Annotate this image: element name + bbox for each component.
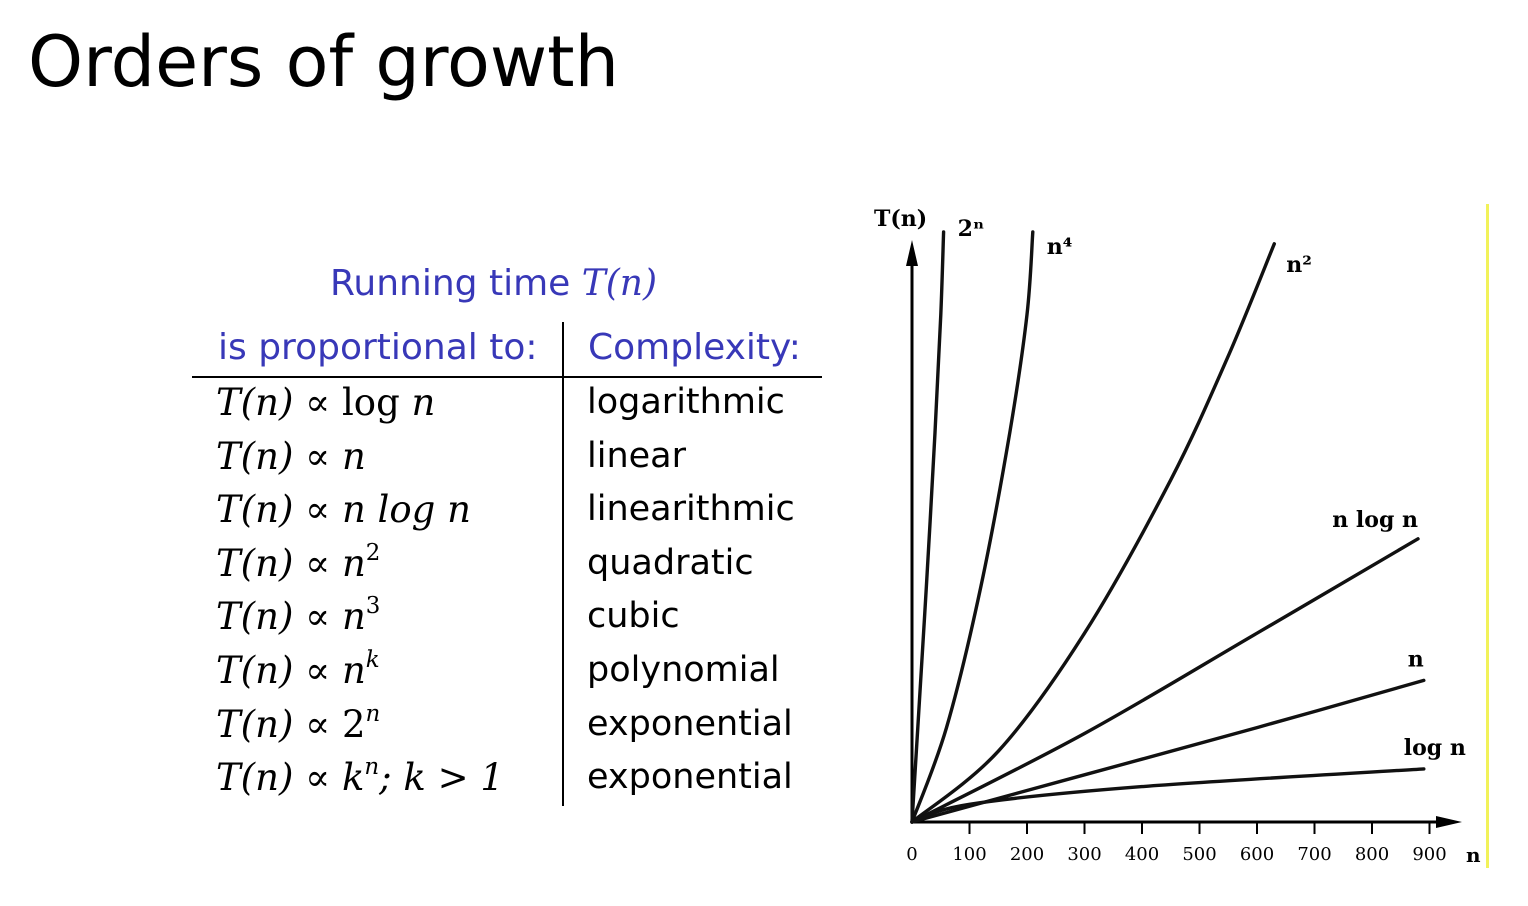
table-row-complexity: polynomial — [587, 649, 780, 690]
header-rule — [192, 376, 822, 378]
formula-lhs: T(n) ∝ — [216, 434, 342, 478]
x-tick-label: 800 — [1355, 844, 1389, 865]
table-row-formula: T(n) ∝ n2 — [216, 537, 504, 591]
formula-column: T(n) ∝ log n T(n) ∝ n T(n) ∝ n log n T(n… — [216, 376, 504, 805]
formula-rhs-var: n — [341, 434, 366, 478]
table-caption-text: Running time — [330, 263, 582, 304]
series-label: n — [1408, 646, 1424, 672]
formula-exponent: n — [365, 700, 381, 727]
col2-header: Complexity: — [588, 327, 801, 368]
x-tick-label: 900 — [1412, 844, 1446, 865]
formula-lhs: T(n) ∝ — [216, 756, 342, 800]
x-tick-label: 600 — [1240, 844, 1274, 865]
formula-exponent: k — [365, 646, 380, 673]
x-tick-label: 500 — [1182, 844, 1216, 865]
formula-rhs-var: n — [411, 381, 436, 424]
formula-rhs-var: n log n — [341, 488, 471, 532]
series-label: 2ⁿ — [958, 216, 985, 242]
table-caption: Running time T(n) — [330, 262, 657, 306]
x-tick-label: 0 — [906, 844, 917, 865]
curve-n-log-n — [910, 537, 1420, 824]
x-tick-label: 400 — [1125, 844, 1159, 865]
y-axis-label: T(n) — [874, 206, 927, 232]
formula-lhs: T(n) ∝ — [216, 648, 342, 692]
formula-exponent: 2 — [365, 539, 381, 566]
curve-n-squared — [910, 242, 1276, 824]
complexity-column: logarithmic linear linearithmic quadrati… — [587, 376, 795, 805]
formula-lhs: T(n) ∝ — [216, 488, 342, 532]
table-row-complexity: exponential — [587, 703, 793, 744]
table-row-complexity: logarithmic — [587, 382, 785, 422]
table-row-formula: T(n) ∝ n — [216, 430, 504, 484]
curve-2-pow-n — [910, 230, 946, 824]
table-caption-math: T(n) — [581, 263, 658, 304]
table-row-complexity: cubic — [587, 596, 680, 637]
table-row-complexity: linearithmic — [587, 489, 795, 530]
x-axis-label: n — [1466, 843, 1481, 867]
formula-rhs-pre: 2 — [341, 702, 366, 746]
x-tick-label: 300 — [1067, 844, 1101, 865]
table-row-complexity: linear — [587, 435, 687, 476]
curve-log-n — [910, 767, 1426, 824]
formula-rhs-var: n — [341, 648, 366, 692]
formula-rhs-pre: log — [341, 381, 412, 424]
x-axis-arrow — [1436, 816, 1462, 828]
formula-lhs: T(n) ∝ — [216, 381, 342, 424]
series-label: n² — [1286, 252, 1312, 278]
growth-chart-svg: T(n) n 0 100 200 300 400 500 600 700 800 900 2ⁿ n⁴ n² n… — [874, 206, 1481, 867]
slide-title: Orders of growth — [28, 21, 619, 103]
formula-lhs: T(n) ∝ — [216, 541, 342, 585]
table-row-formula: T(n) ∝ log n — [216, 376, 504, 430]
y-axis-arrow — [906, 240, 918, 266]
panel-edge — [1486, 204, 1489, 868]
formula-exponent: n — [364, 754, 380, 781]
table-row-formula: T(n) ∝ nk — [216, 644, 504, 698]
column-divider — [562, 322, 564, 806]
growth-chart: T(n) n 0 100 200 300 400 500 600 700 800 900 2ⁿ n⁴ n² n… — [862, 196, 1498, 872]
col1-header: is proportional to: — [218, 327, 538, 368]
formula-exponent: 3 — [365, 593, 381, 620]
formula-lhs: T(n) ∝ — [216, 702, 342, 746]
x-tick-label: 100 — [952, 844, 986, 865]
table-row-formula: T(n) ∝ 2n — [216, 698, 504, 752]
x-tick-label: 200 — [1010, 844, 1044, 865]
table-row-formula: T(n) ∝ n3 — [216, 590, 504, 644]
series-label: n⁴ — [1047, 234, 1073, 260]
table-row-complexity: quadratic — [587, 542, 754, 583]
series-label: n log n — [1332, 507, 1418, 533]
series-label: log n — [1404, 735, 1466, 761]
formula-rhs-var: n — [341, 595, 366, 639]
table-row-complexity: exponential — [587, 757, 793, 798]
formula-lhs: T(n) ∝ — [216, 595, 342, 639]
curve-n-pow-4 — [910, 230, 1035, 824]
x-tick-label: 700 — [1297, 844, 1331, 865]
formula-tail: ; k > 1 — [379, 756, 504, 800]
table-row-formula: T(n) ∝ kn; k > 1 — [216, 751, 504, 805]
formula-rhs-var: k — [341, 756, 365, 800]
table-row-formula: T(n) ∝ n log n — [216, 483, 504, 537]
formula-rhs-var: n — [341, 541, 366, 585]
